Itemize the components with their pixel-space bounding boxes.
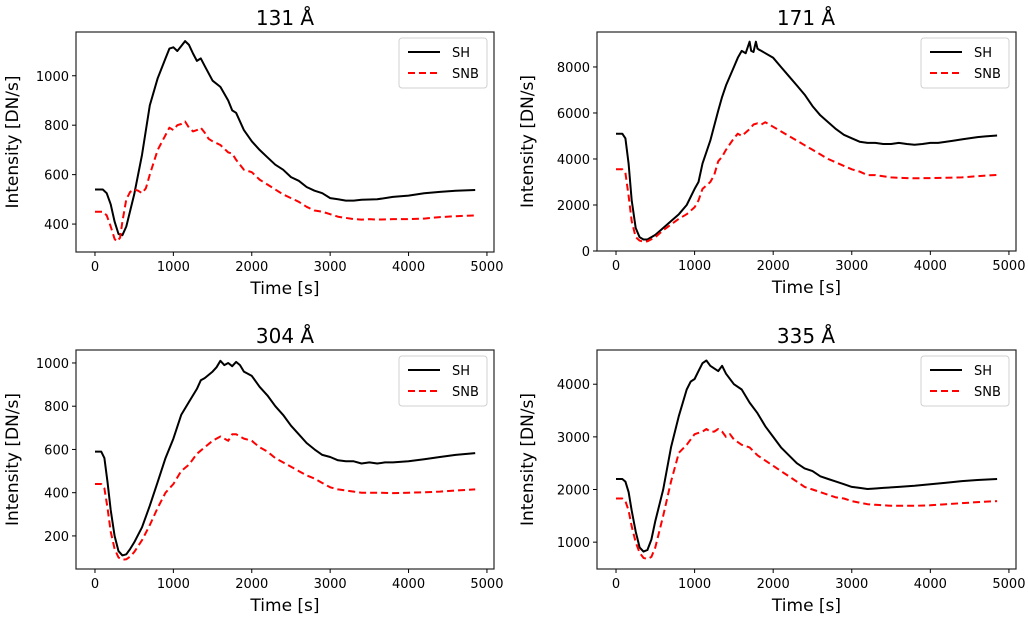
- legend-label-snb: SNB: [452, 67, 479, 82]
- plot-frame: [596, 349, 1017, 570]
- x-tick-label: 1000: [678, 259, 711, 274]
- y-tick-label: 800: [44, 400, 69, 415]
- panel-title: 131 Å: [256, 6, 315, 30]
- x-tick-label: 4000: [914, 577, 947, 592]
- y-tick-label: 800: [44, 119, 69, 134]
- panel-2: 304 Å 0 1000 2000 3000 4000 5000 200 400 600 800 10…: [3, 324, 503, 616]
- x-tick-label: 0: [91, 577, 99, 592]
- x-tick-label: 0: [91, 260, 99, 275]
- y-tick-label: 8000: [557, 61, 590, 76]
- x-axis-label: Time [s]: [771, 278, 841, 298]
- y-tick-label: 400: [44, 487, 69, 502]
- legend-label-sh: SH: [452, 364, 470, 379]
- y-tick-label: 2000: [557, 199, 590, 214]
- x-tick-label: 0: [612, 259, 620, 274]
- x-tick-label: 5000: [470, 260, 503, 275]
- panel-3: 335 Å 0 1000 2000 3000 4000 5000 1000 2000 3000 40…: [518, 324, 1025, 616]
- x-tick-label: 2000: [757, 577, 790, 592]
- series-line-sh: [95, 359, 476, 557]
- y-tick-label: 3000: [557, 431, 590, 446]
- x-tick-label: 3000: [835, 577, 868, 592]
- x-tick-label: 2000: [235, 260, 268, 275]
- legend-label-snb: SNB: [452, 385, 479, 400]
- x-tick-label: 5000: [470, 577, 503, 592]
- y-tick-label: 1000: [36, 357, 69, 372]
- y-axis-label: Intensity [DN/s]: [518, 393, 538, 526]
- legend-box: [398, 37, 488, 89]
- plot-frame: [75, 349, 495, 570]
- x-tick-label: 2000: [757, 259, 790, 274]
- legend: SH SNB: [920, 37, 1010, 89]
- panel-1: 171 Å 0 1000 2000 3000 4000 5000 0 2000 4000 6000 8…: [518, 6, 1025, 298]
- y-axis-label: Intensity [DN/s]: [3, 75, 23, 208]
- panel-0: 131 Å 0 1000 2000 3000 4000 5000 400 600 800 1000 T…: [3, 6, 503, 299]
- y-tick-label: 6000: [557, 107, 590, 122]
- series-line-sh: [616, 359, 998, 553]
- series-line-snb: [95, 433, 476, 561]
- series-line-snb: [616, 428, 998, 560]
- legend: SH SNB: [398, 355, 488, 407]
- legend: SH SNB: [398, 37, 488, 89]
- y-tick-label: 4000: [557, 153, 590, 168]
- panel-title: 335 Å: [777, 324, 836, 348]
- y-tick-label: 1000: [557, 536, 590, 551]
- legend-label-sh: SH: [974, 46, 992, 61]
- x-tick-label: 1000: [157, 577, 190, 592]
- legend: SH SNB: [920, 355, 1010, 407]
- x-tick-label: 5000: [992, 259, 1025, 274]
- plot-frame: [75, 31, 495, 253]
- legend-label-snb: SNB: [974, 67, 1001, 82]
- y-tick-label: 4000: [557, 378, 590, 393]
- x-tick-label: 5000: [992, 577, 1025, 592]
- y-axis-label: Intensity [DN/s]: [3, 393, 23, 526]
- y-tick-label: 400: [44, 218, 69, 233]
- x-axis-label: Time [s]: [249, 596, 319, 616]
- y-tick-label: 0: [582, 245, 590, 260]
- x-tick-label: 3000: [835, 259, 868, 274]
- y-tick-label: 600: [44, 443, 69, 458]
- x-axis-label: Time [s]: [249, 279, 319, 299]
- legend-box: [920, 37, 1010, 89]
- legend-label-sh: SH: [452, 46, 470, 61]
- legend-box: [920, 355, 1010, 407]
- x-tick-label: 4000: [392, 577, 425, 592]
- panel-title: 171 Å: [777, 6, 836, 30]
- legend-label-snb: SNB: [974, 385, 1001, 400]
- y-tick-label: 2000: [557, 484, 590, 499]
- x-tick-label: 0: [612, 577, 620, 592]
- x-tick-label: 2000: [235, 577, 268, 592]
- x-tick-label: 4000: [392, 260, 425, 275]
- plot-frame: [596, 31, 1017, 252]
- y-tick-label: 1000: [36, 70, 69, 85]
- series-line-snb: [95, 120, 476, 243]
- series-line-sh: [95, 40, 476, 237]
- x-tick-label: 3000: [314, 577, 347, 592]
- x-tick-label: 4000: [914, 259, 947, 274]
- y-tick-label: 600: [44, 169, 69, 184]
- y-tick-label: 200: [44, 530, 69, 545]
- x-tick-label: 1000: [678, 577, 711, 592]
- legend-box: [398, 355, 488, 407]
- y-axis-label: Intensity [DN/s]: [518, 75, 538, 208]
- series-line-snb: [616, 121, 998, 243]
- legend-label-sh: SH: [974, 364, 992, 379]
- x-tick-label: 3000: [314, 260, 347, 275]
- x-axis-label: Time [s]: [771, 596, 841, 616]
- series-line-sh: [616, 40, 998, 241]
- panel-title: 304 Å: [256, 324, 315, 348]
- x-tick-label: 1000: [157, 260, 190, 275]
